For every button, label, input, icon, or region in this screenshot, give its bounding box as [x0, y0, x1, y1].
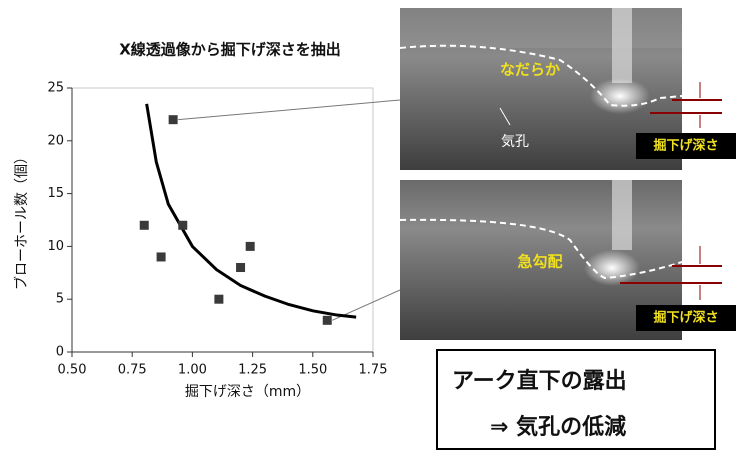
shape-label: なだらか [500, 61, 560, 79]
x-tick-label: 1.25 [238, 363, 267, 378]
shape-label: 急勾配 [517, 253, 562, 271]
x-tick-label: 0.75 [118, 363, 147, 378]
y-tick-label: 20 [47, 133, 64, 148]
y-tick-label: 0 [56, 345, 64, 360]
depth-label: 掘下げ深さ [653, 310, 718, 326]
connector [178, 100, 400, 120]
conclusion-line: ⇒ 気孔の低減 [490, 414, 626, 440]
data-point [169, 115, 178, 124]
data-point [178, 221, 187, 230]
y-tick-label: 10 [47, 239, 64, 254]
chart-title: X線透過像から掘下げ深さを抽出 [119, 41, 341, 59]
x-tick-label: 1.00 [178, 363, 207, 378]
x-tick-label: 0.50 [58, 363, 87, 378]
data-point [157, 252, 166, 261]
x-tick-label: 1.75 [359, 363, 388, 378]
data-point [140, 221, 149, 230]
conclusion-line: アーク直下の露出 [452, 368, 627, 394]
data-point [214, 295, 223, 304]
figure: X線透過像から掘下げ深さを抽出 掘下げ深さ（mm） ブローホール数（個） なだら… [0, 0, 740, 450]
y-tick-label: 25 [47, 81, 64, 96]
x-axis-label: 掘下げ深さ（mm） [185, 384, 310, 400]
y-axis-label: ブローホール数（個） [13, 150, 30, 290]
data-point [246, 242, 255, 251]
y-tick-label: 15 [47, 186, 64, 201]
pore-label: 気孔 [501, 134, 529, 150]
y-tick-label: 5 [56, 292, 64, 307]
x-tick-label: 1.50 [298, 363, 327, 378]
depth-label: 掘下げ深さ [653, 138, 718, 154]
data-point [323, 316, 332, 325]
fit-curve [147, 104, 356, 317]
data-point [236, 263, 245, 272]
